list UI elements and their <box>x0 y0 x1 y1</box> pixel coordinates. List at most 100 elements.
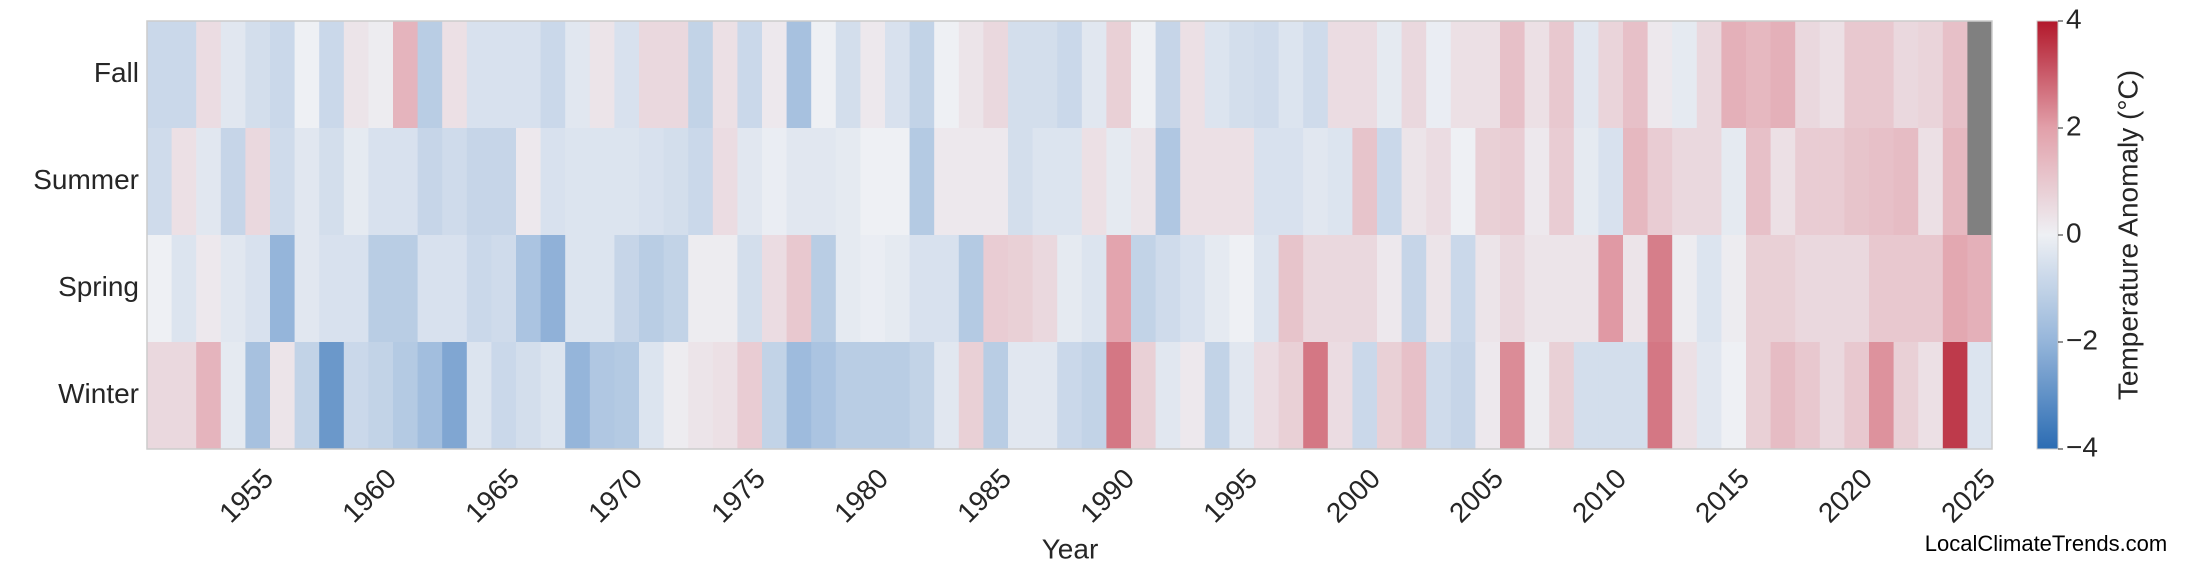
heat-cell <box>1942 342 1968 450</box>
heat-cell <box>1229 21 1255 129</box>
heat-cell <box>1180 342 1206 450</box>
heat-cell <box>1672 21 1698 129</box>
heat-cell <box>442 342 468 450</box>
heat-cell <box>1549 342 1575 450</box>
heat-cell <box>860 342 886 450</box>
heat-cell <box>909 235 935 343</box>
heat-cell <box>1401 128 1427 236</box>
x-tick-label: 1960 <box>336 463 402 529</box>
heat-cell <box>1967 342 1993 450</box>
heat-cell <box>368 128 394 236</box>
heat-cell <box>811 342 837 450</box>
heat-cell <box>516 21 542 129</box>
heat-cell <box>565 128 591 236</box>
heat-cell <box>565 342 591 450</box>
x-tick-label: 1970 <box>582 463 648 529</box>
heat-cell <box>1696 128 1722 236</box>
colorbar-label: Temperature Anomaly (°C) <box>2112 70 2143 400</box>
heat-cell <box>1278 235 1304 343</box>
heat-cell <box>1204 235 1230 343</box>
x-tick-label: 1965 <box>459 463 525 529</box>
heat-cell <box>1155 342 1181 450</box>
heat-cell <box>885 21 911 129</box>
heat-cell <box>516 235 542 343</box>
heat-cell <box>934 128 960 236</box>
heat-cell <box>319 235 345 343</box>
heat-cell <box>393 21 419 129</box>
colorbar-tick-label: 4 <box>2066 3 2082 34</box>
heat-cell <box>1524 21 1550 129</box>
heat-cell <box>368 21 394 129</box>
heat-cell <box>835 128 861 236</box>
heat-cell <box>811 128 837 236</box>
heat-cell <box>1057 21 1083 129</box>
heat-cell <box>1573 21 1599 129</box>
heat-cell <box>1229 235 1255 343</box>
heat-cell <box>1204 128 1230 236</box>
heat-cell <box>860 235 886 343</box>
heat-cell <box>885 342 911 450</box>
heat-cell <box>811 21 837 129</box>
heat-cell <box>1450 342 1476 450</box>
heat-cell <box>1155 128 1181 236</box>
heat-cell <box>1869 342 1895 450</box>
heat-cell <box>1180 235 1206 343</box>
x-tick-label: 2010 <box>1566 463 1632 529</box>
heat-cell <box>1155 235 1181 343</box>
heat-cell <box>639 21 665 129</box>
heat-cell <box>1377 21 1403 129</box>
heat-cell <box>762 128 788 236</box>
heat-cell <box>983 21 1009 129</box>
heat-cell <box>1524 235 1550 343</box>
heat-cell <box>614 21 640 129</box>
x-tick-label: 2000 <box>1320 463 1386 529</box>
heat-cell <box>786 128 812 236</box>
heat-cell <box>688 235 714 343</box>
heat-cell <box>909 128 935 236</box>
row-label: Winter <box>58 378 139 409</box>
heat-cell <box>1893 128 1919 236</box>
heat-cell <box>958 128 984 236</box>
heat-cell <box>934 21 960 129</box>
heat-cell <box>1057 342 1083 450</box>
heat-cell <box>171 21 197 129</box>
heat-cell <box>1204 342 1230 450</box>
heat-cell <box>540 235 566 343</box>
heat-cell <box>1500 235 1526 343</box>
heat-cell <box>147 128 173 236</box>
heat-cell <box>614 128 640 236</box>
heat-cell <box>1598 342 1624 450</box>
heat-cell <box>1918 128 1944 236</box>
heat-cell <box>466 21 492 129</box>
x-tick-label: 2025 <box>1935 463 2001 529</box>
heat-cell <box>343 342 369 450</box>
heat-cell <box>639 342 665 450</box>
heat-cell <box>1008 21 1034 129</box>
heat-cell <box>171 342 197 450</box>
heat-cell <box>688 128 714 236</box>
row-label: Summer <box>33 164 139 195</box>
heat-cell <box>860 21 886 129</box>
heat-cell <box>786 235 812 343</box>
heat-cell <box>1352 21 1378 129</box>
heat-cell <box>663 128 689 236</box>
heat-cell <box>1795 21 1821 129</box>
heat-cell <box>712 235 738 343</box>
heat-cell <box>294 235 320 343</box>
heat-cell <box>1327 128 1353 236</box>
row-label: Spring <box>58 271 139 302</box>
heat-cell <box>835 342 861 450</box>
heat-cell <box>516 128 542 236</box>
heat-cell <box>294 342 320 450</box>
heat-cell <box>1696 235 1722 343</box>
heat-cell <box>319 21 345 129</box>
heat-cell <box>1081 235 1107 343</box>
heat-cell <box>1352 235 1378 343</box>
heat-cell <box>1377 342 1403 450</box>
heat-cell <box>663 235 689 343</box>
heat-cell <box>270 235 296 343</box>
heat-cell <box>983 128 1009 236</box>
heat-cell <box>245 235 271 343</box>
heat-cell <box>147 21 173 129</box>
heat-cell <box>196 235 222 343</box>
